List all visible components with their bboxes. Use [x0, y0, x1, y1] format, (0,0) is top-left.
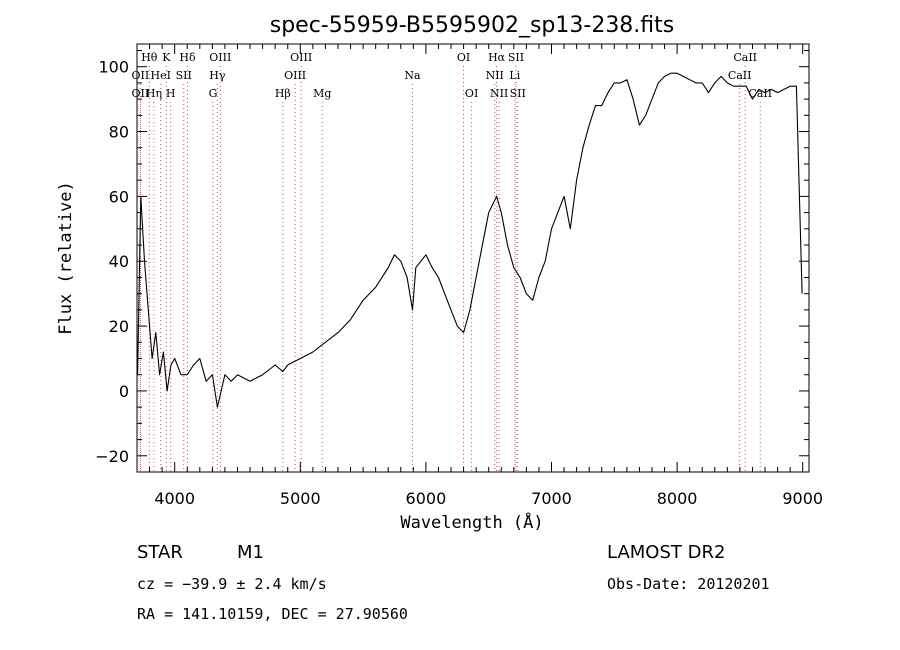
line-marker-label: NII: [486, 69, 504, 82]
line-marker-label: NII: [490, 87, 508, 100]
line-marker-label: CaII: [728, 69, 752, 82]
line-markers: [139, 66, 761, 472]
survey-name: LAMOST DR2: [607, 542, 725, 563]
object-class: STAR: [137, 542, 183, 563]
line-marker-label: Hγ: [209, 69, 226, 82]
x-tick-label: 7000: [531, 489, 572, 508]
line-marker-label: Hη: [146, 87, 162, 100]
y-tick-label: 40: [109, 252, 129, 271]
line-marker-label: OIII: [284, 69, 306, 82]
line-marker-label: OI: [457, 51, 470, 64]
line-marker-label: OIII: [209, 51, 231, 64]
spectrum-line: [137, 72, 803, 408]
line-marker-label: SII: [510, 87, 526, 100]
y-tick-label: 0: [119, 382, 129, 401]
line-marker-label: OII: [132, 69, 150, 82]
y-tick-label: 20: [109, 317, 129, 336]
x-tick-label: 9000: [782, 489, 823, 508]
line-marker-label: Hδ: [179, 51, 196, 64]
y-tick-label: 60: [109, 187, 129, 206]
line-marker-label: OI: [465, 87, 478, 100]
line-marker-label: OII: [132, 87, 150, 100]
line-marker-label: Na: [404, 69, 421, 82]
line-marker-label: CaII: [748, 87, 772, 100]
line-marker-label: HeI: [151, 69, 171, 82]
line-marker-label: H: [166, 87, 176, 100]
line-marker-label: G: [209, 87, 218, 100]
x-tick-label: 6000: [406, 489, 447, 508]
line-marker-label: Hθ: [141, 51, 158, 64]
line-marker-label: Mg: [313, 87, 331, 100]
line-marker-label: Li: [509, 69, 520, 82]
coordinates-text: RA = 141.10159, DEC = 27.90560: [137, 605, 408, 623]
y-tick-label: 80: [109, 123, 129, 142]
spectrum-series: [137, 72, 803, 408]
object-subclass: M1: [237, 542, 264, 563]
x-tick-label: 8000: [657, 489, 698, 508]
x-axis: 4000 5000 6000 7000 8000 9000: [136, 44, 823, 508]
redshift-text: cz = −39.9 ± 2.4 km/s: [137, 575, 327, 593]
y-tick-label: −20: [95, 447, 129, 466]
line-marker-label: OIII: [290, 51, 312, 64]
chart-title: spec-55959-B5595902_sp13-238.fits: [270, 13, 675, 38]
line-marker-label: Hβ: [275, 87, 291, 100]
y-axis: −20 0 20 40 60 80 100: [95, 49, 809, 473]
line-marker-label: CaII: [733, 51, 757, 64]
line-marker-label: SII: [176, 69, 192, 82]
line-marker-label: SII: [508, 51, 524, 64]
y-tick-label: 100: [98, 58, 129, 77]
x-tick-label: 5000: [280, 489, 321, 508]
y-axis-label: Flux (relative): [56, 181, 76, 335]
line-marker-label: K: [162, 51, 171, 64]
obs-date: Obs-Date: 20120201: [607, 575, 770, 593]
x-tick-label: 4000: [154, 489, 195, 508]
x-axis-label: Wavelength (Å): [400, 511, 543, 533]
plot-frame: [136, 43, 810, 473]
line-marker-label: Hα: [488, 51, 506, 64]
